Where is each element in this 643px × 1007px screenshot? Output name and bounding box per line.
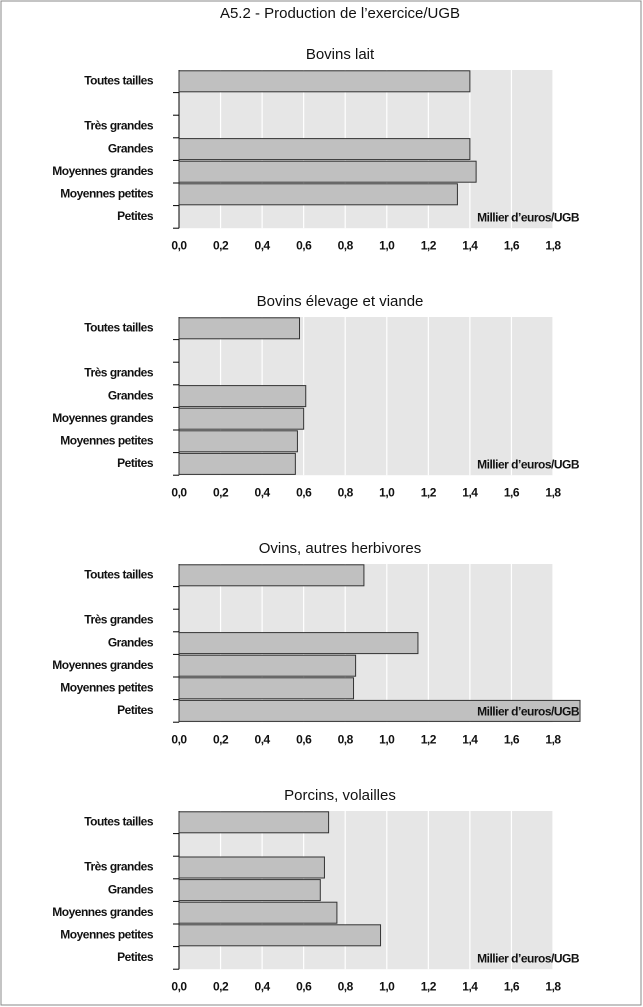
y-tick-label: Moyennes grandes [52, 164, 154, 178]
y-tick-label: Moyennes grandes [52, 411, 154, 425]
x-tick-label: 0,0 [171, 732, 187, 746]
x-tick-label: 0,6 [296, 485, 312, 499]
y-tick-label: Petites [117, 456, 154, 470]
bar [178, 70, 471, 93]
y-tick-label: Toutes tailles [84, 73, 154, 87]
x-tick-label: 0,4 [255, 238, 271, 252]
bar [178, 564, 365, 587]
x-tick-label: 0,4 [255, 979, 271, 993]
x-tick-label: 0,2 [213, 979, 229, 993]
x-tick-label: 0,6 [296, 238, 312, 252]
bar [178, 317, 301, 340]
x-tick-label: 1,6 [504, 732, 520, 746]
x-tick-label: 0,0 [171, 238, 187, 252]
bar [178, 856, 325, 879]
x-tick-label: 1,0 [379, 238, 395, 252]
y-tick-label: Très grandes [84, 613, 154, 627]
x-tick-label: 0,8 [338, 485, 354, 499]
bar [178, 879, 321, 902]
bar [178, 901, 338, 924]
bar [178, 677, 355, 700]
bar [178, 654, 357, 677]
y-tick-label: Grandes [108, 388, 154, 402]
x-tick-label: 0,2 [213, 238, 229, 252]
y-tick-label: Petites [117, 703, 154, 717]
y-tick-label: Moyennes petites [60, 186, 154, 200]
x-tick-label: 0,4 [255, 732, 271, 746]
x-tick-label: 0,0 [171, 979, 187, 993]
y-tick-label: Moyennes petites [60, 433, 154, 447]
x-tick-label: 1,8 [545, 732, 561, 746]
y-tick-label: Toutes tailles [84, 567, 154, 581]
x-tick-label: 1,8 [545, 979, 561, 993]
y-tick-label: Très grandes [84, 366, 154, 380]
x-axis-label: Millier d’euros/UGB [477, 951, 580, 965]
panel-title: Bovins élevage et viande [257, 293, 424, 310]
y-tick-label: Moyennes petites [60, 927, 154, 941]
y-tick-label: Grandes [108, 882, 154, 896]
y-tick-label: Grandes [108, 141, 154, 155]
x-tick-label: 0,2 [213, 485, 229, 499]
x-axis-label: Millier d’euros/UGB [477, 704, 580, 718]
y-tick-label: Toutes tailles [84, 320, 154, 334]
bar [178, 160, 477, 183]
bar [178, 430, 298, 453]
y-tick-label: Petites [117, 209, 154, 223]
x-tick-label: 1,4 [462, 485, 478, 499]
y-tick-label: Toutes tailles [84, 814, 154, 828]
x-tick-label: 1,8 [545, 485, 561, 499]
bar [178, 632, 419, 655]
panel-title: Bovins lait [306, 46, 375, 63]
y-tick-label: Très grandes [84, 119, 154, 133]
x-axis-label: Millier d’euros/UGB [477, 457, 580, 471]
x-tick-label: 0,8 [338, 979, 354, 993]
x-tick-label: 1,8 [545, 238, 561, 252]
bar [178, 811, 330, 834]
x-tick-label: 1,2 [421, 238, 437, 252]
x-tick-label: 0,4 [255, 485, 271, 499]
bar [178, 183, 458, 206]
panel-title: Ovins, autres herbivores [259, 540, 422, 557]
x-tick-label: 1,2 [421, 732, 437, 746]
x-tick-label: 1,2 [421, 485, 437, 499]
x-tick-label: 0,2 [213, 732, 229, 746]
x-tick-label: 1,2 [421, 979, 437, 993]
main-title: A5.2 - Production de l’exercice/UGB [220, 5, 460, 22]
bar [178, 385, 307, 408]
x-tick-label: 1,0 [379, 485, 395, 499]
x-tick-label: 1,6 [504, 979, 520, 993]
x-tick-label: 1,0 [379, 732, 395, 746]
x-tick-label: 1,6 [504, 485, 520, 499]
x-tick-label: 0,6 [296, 732, 312, 746]
x-tick-label: 0,6 [296, 979, 312, 993]
x-tick-label: 1,6 [504, 238, 520, 252]
bar [178, 699, 581, 722]
y-tick-label: Très grandes [84, 860, 154, 874]
bar [178, 924, 382, 947]
bar [178, 452, 296, 475]
y-tick-label: Moyennes grandes [52, 905, 154, 919]
x-tick-label: 0,8 [338, 238, 354, 252]
x-axis-label: Millier d’euros/UGB [477, 210, 580, 224]
panel-title: Porcins, volailles [284, 787, 396, 804]
x-tick-label: 1,4 [462, 238, 478, 252]
x-tick-label: 0,8 [338, 732, 354, 746]
y-tick-label: Petites [117, 950, 154, 964]
x-tick-label: 1,4 [462, 979, 478, 993]
x-tick-label: 1,0 [379, 979, 395, 993]
y-tick-label: Moyennes grandes [52, 658, 154, 672]
x-tick-label: 1,4 [462, 732, 478, 746]
y-tick-label: Grandes [108, 635, 154, 649]
bar [178, 407, 305, 430]
x-tick-label: 0,0 [171, 485, 187, 499]
bar [178, 138, 471, 161]
y-tick-label: Moyennes petites [60, 680, 154, 694]
